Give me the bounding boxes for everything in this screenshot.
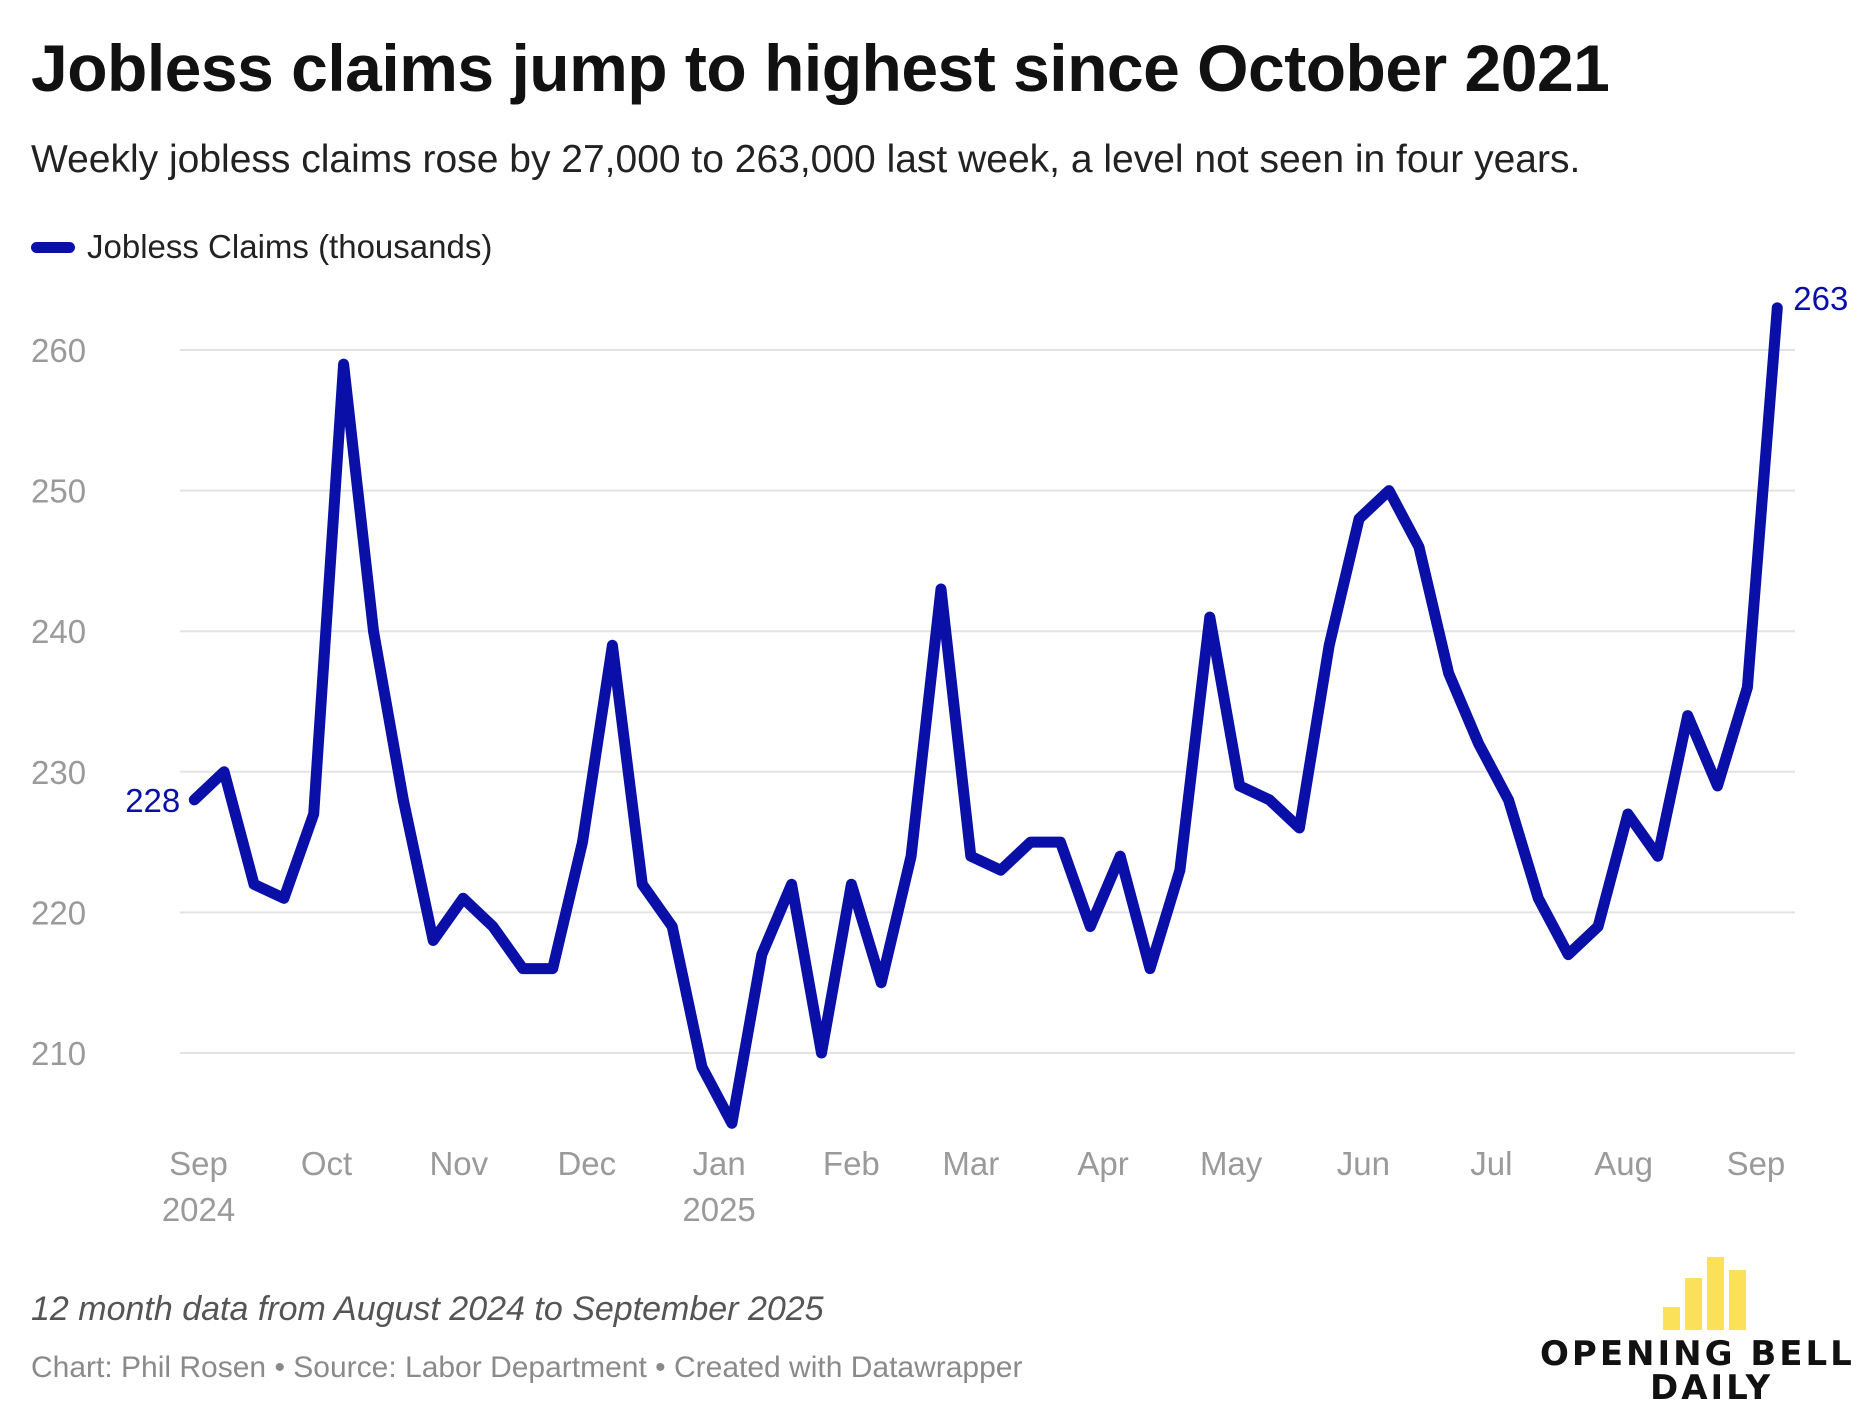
x-tick-label: Jun bbox=[1337, 1145, 1390, 1182]
end-value-label: 263 bbox=[1793, 280, 1848, 317]
line-chart: 210 220 230 240 250 260 Sep 2024 Oct Nov Dec Jan 202… bbox=[31, 280, 1848, 1228]
brand-name-line1: OPENING BELL bbox=[1540, 1334, 1855, 1374]
x-tick-label: Sep bbox=[1727, 1145, 1786, 1182]
brand-logo: OPENING BELL DAILY bbox=[1540, 1230, 1860, 1410]
y-tick-label: 220 bbox=[31, 894, 86, 931]
chart-title: Jobless claims jump to highest since Oct… bbox=[31, 31, 1610, 105]
legend-swatch bbox=[31, 241, 75, 253]
x-tick-label: Jan bbox=[692, 1145, 745, 1182]
y-tick-label: 250 bbox=[31, 473, 86, 510]
series-line bbox=[188, 302, 1783, 1129]
start-value-label: 228 bbox=[125, 782, 180, 819]
x-tick-label: May bbox=[1200, 1145, 1263, 1182]
bar-chart-logo-icon bbox=[1663, 1257, 1746, 1330]
chart-subtitle: Weekly jobless claims rose by 27,000 to … bbox=[31, 138, 1581, 181]
legend-label: Jobless Claims (thousands) bbox=[87, 228, 493, 265]
legend: Jobless Claims (thousands) bbox=[31, 228, 492, 266]
brand-name-line2: DAILY bbox=[1650, 1368, 1774, 1408]
x-tick-label: Jul bbox=[1470, 1145, 1512, 1182]
x-tick-label: Mar bbox=[942, 1145, 999, 1182]
source-credit: Chart: Phil Rosen • Source: Labor Depart… bbox=[31, 1351, 1023, 1384]
x-tick-label: Aug bbox=[1594, 1145, 1653, 1182]
x-tick-label: Oct bbox=[301, 1145, 352, 1182]
x-tick-label: Feb bbox=[823, 1145, 880, 1182]
x-tick-label: Nov bbox=[429, 1145, 488, 1182]
x-tick-label: Dec bbox=[557, 1145, 616, 1182]
x-tick-label: Apr bbox=[1077, 1145, 1128, 1182]
x-tick-year-label: 2025 bbox=[682, 1191, 755, 1228]
y-tick-label: 260 bbox=[31, 332, 86, 369]
y-tick-label: 210 bbox=[31, 1035, 86, 1072]
x-tick-label: Sep bbox=[169, 1145, 228, 1182]
y-tick-label: 230 bbox=[31, 754, 86, 791]
x-tick-year-label: 2024 bbox=[162, 1191, 235, 1228]
y-tick-label: 240 bbox=[31, 613, 86, 650]
footnote: 12 month data from August 2024 to Septem… bbox=[31, 1290, 824, 1328]
